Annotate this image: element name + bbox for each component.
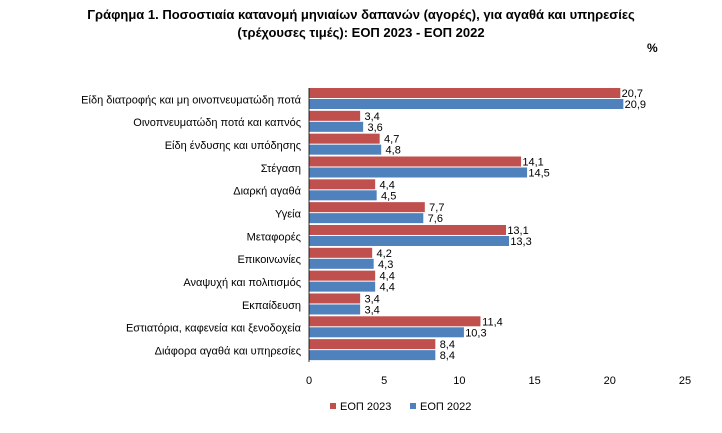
bar-eop2023: [309, 110, 361, 121]
chart-title-line2: (τρέχουσες τιμές): ΕΟΠ 2023 - ΕΟΠ 2022: [237, 25, 485, 40]
unit-label: %: [647, 41, 658, 55]
data-label: 14,5: [528, 167, 549, 179]
x-tick-label: 10: [453, 375, 465, 387]
x-tick-label: 25: [679, 375, 691, 387]
bar-eop2022: [309, 121, 364, 132]
data-label: 4,2: [377, 248, 392, 260]
chart-title-line1: Γράφημα 1. Ποσοστιαία κατανομή μηνιαίων …: [87, 7, 635, 22]
bar-eop2022: [309, 190, 377, 201]
data-label: 3,4: [364, 111, 379, 123]
bar-eop2022: [309, 350, 436, 361]
data-label: 3,4: [364, 293, 379, 305]
data-label: 3,4: [364, 304, 379, 316]
data-label: 4,8: [386, 145, 401, 157]
x-tick-label: 20: [604, 375, 616, 387]
bar-eop2023: [309, 247, 373, 258]
category-label: Στέγαση: [261, 163, 301, 175]
bar-eop2023: [309, 179, 376, 190]
data-label: 4,4: [380, 271, 395, 283]
category-label: Εκπαίδευση: [242, 300, 301, 312]
category-label: Εστιατόρια, καφενεία και ξενοδοχεία: [126, 323, 302, 335]
x-tick-label: 0: [306, 375, 312, 387]
bar-eop2022: [309, 304, 361, 315]
data-label: 3,6: [367, 122, 382, 134]
data-label: 13,3: [510, 236, 531, 248]
category-label: Διάφορα αγαθά και υπηρεσίες: [155, 346, 301, 358]
bar-eop2022: [309, 235, 510, 246]
bar-eop2022: [309, 327, 464, 338]
bar-eop2023: [309, 224, 507, 235]
category-label: Διαρκή αγαθά: [233, 186, 301, 198]
bar-eop2022: [309, 99, 624, 109]
bar-eop2022: [309, 144, 382, 155]
bar-eop2022: [309, 213, 424, 224]
category-label: Επικοινωνίες: [237, 254, 301, 266]
data-label: 13,1: [507, 225, 528, 237]
category-label: Είδη διατροφής και μη οινοπνευματώδη ποτ…: [81, 94, 301, 106]
data-label: 11,4: [482, 316, 503, 328]
bar-eop2023: [309, 270, 376, 281]
bar-eop2023: [309, 202, 425, 213]
bar-eop2023: [309, 88, 621, 98]
bar-eop2023: [309, 156, 522, 167]
legend-swatch: [410, 403, 416, 409]
data-label: 4,5: [381, 190, 396, 202]
category-label: Μεταφορές: [247, 231, 301, 243]
data-label: 7,7: [429, 202, 444, 214]
legend-label: ΕΟΠ 2022: [420, 401, 471, 413]
legend-label: ΕΟΠ 2023: [340, 401, 391, 413]
category-label: Αναψυχή και πολιτισμός: [183, 277, 301, 289]
data-label: 20,7: [622, 88, 643, 100]
data-label: 8,4: [440, 350, 455, 362]
bar-eop2023: [309, 339, 436, 350]
data-label: 4,4: [380, 179, 395, 191]
bar-eop2023: [309, 293, 361, 304]
category-label: Είδη ένδυσης και υπόδησης: [165, 140, 301, 152]
data-label: 14,1: [522, 156, 543, 168]
data-label: 4,3: [378, 259, 393, 271]
category-label: Οινοπνευματώδη ποτά και καπνός: [133, 117, 301, 129]
x-tick-label: 5: [381, 375, 387, 387]
data-label: 4,4: [380, 282, 395, 294]
bar-eop2023: [309, 133, 380, 144]
bar-eop2022: [309, 281, 376, 292]
bar-eop2022: [309, 167, 528, 178]
bar-eop2023: [309, 316, 481, 327]
legend-swatch: [330, 403, 336, 409]
data-label: 20,9: [625, 99, 646, 111]
data-label: 4,7: [384, 134, 399, 146]
bar-eop2022: [309, 258, 374, 269]
category-label: Υγεία: [275, 209, 302, 221]
data-label: 8,4: [440, 339, 455, 351]
x-tick-label: 15: [528, 375, 540, 387]
data-label: 7,6: [428, 213, 443, 225]
data-label: 10,3: [465, 327, 486, 339]
